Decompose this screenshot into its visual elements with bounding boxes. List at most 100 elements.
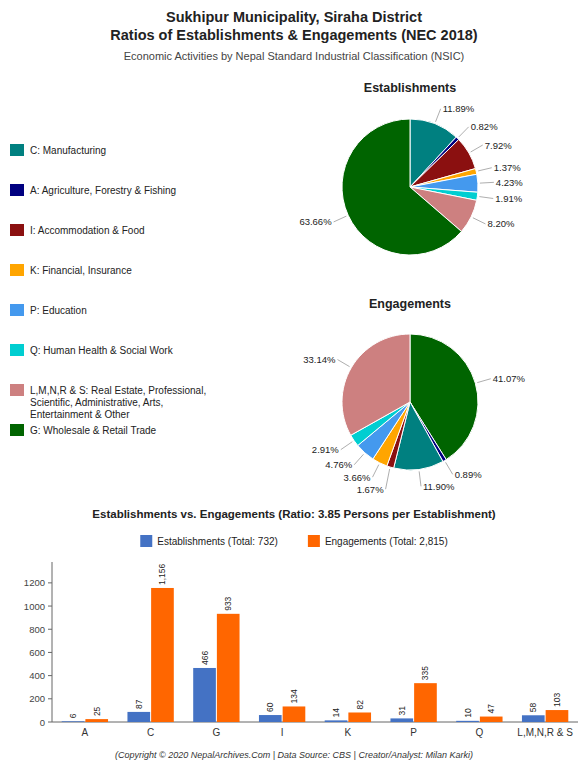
legend: C: ManufacturingA: Agriculture, Forestry… (10, 144, 206, 436)
bar (85, 719, 108, 722)
legend-swatch (10, 384, 24, 396)
legend-entry-line: Scientific, Administrative, Arts, (30, 397, 163, 408)
title: Sukhipur Municipality, Siraha District Ra… (110, 9, 478, 43)
bar-data-label: 31 (397, 706, 407, 716)
x-tick-label: L,M,N,R & S (517, 727, 573, 738)
y-tick-label: 0 (40, 717, 45, 728)
pie-title: Establishments (364, 81, 456, 95)
pie-wedge (342, 119, 461, 255)
legend-entry-line: L,M,N,R & S: Real Estate, Professional, (30, 385, 206, 396)
x-tick-label: A (82, 727, 89, 738)
pie-data-label: 7.92% (485, 140, 512, 151)
bar-data-label: 933 (223, 596, 233, 610)
bar (217, 614, 240, 722)
legend-entry: Engagements (Total: 2,815) (325, 536, 448, 547)
bar (259, 715, 282, 722)
bar-data-label: 87 (134, 699, 144, 709)
pie-leader (480, 182, 494, 184)
pie-leader (459, 127, 469, 137)
bar-data-label: 25 (92, 706, 102, 716)
bar-data-label: 58 (528, 703, 538, 713)
x-tick-label: P (410, 727, 417, 738)
x-tick-label: I (281, 727, 284, 738)
pie-data-label: 41.07% (493, 373, 526, 384)
legend-swatch (10, 424, 24, 436)
bar-data-label: 103 (552, 693, 562, 707)
pie-data-label: 4.76% (325, 459, 352, 470)
pie-leader (478, 168, 492, 171)
bar-data-label: 10 (463, 708, 473, 718)
bar (456, 721, 479, 722)
page: {"title": "Sukhipur Municipality, Siraha… (0, 0, 588, 768)
bar (193, 668, 216, 722)
bar-data-label: 134 (289, 689, 299, 703)
legend-entry: C: Manufacturing (30, 145, 106, 156)
pie-leader (419, 471, 421, 486)
pie-wedge (342, 334, 410, 435)
pie-data-label: 2.91% (312, 444, 339, 455)
title-line: Sukhipur Municipality, Siraha District (166, 9, 422, 25)
legend-swatch (10, 224, 24, 236)
y-tick-label: 800 (29, 624, 45, 635)
bar (325, 720, 348, 722)
pie-leader (338, 360, 350, 367)
bar (348, 712, 371, 722)
x-tick-label: Q (475, 727, 483, 738)
x-tick-label: C (147, 727, 154, 738)
pie-data-label: 3.66% (344, 472, 371, 483)
bar-data-labels: 6874666014311058251,1569331348233547103 (68, 563, 562, 718)
pie-labels: 11.89%0.82%7.92%1.37%4.23%1.91%8.20%63.6… (299, 103, 523, 229)
bar-data-label: 1,156 (157, 563, 167, 585)
legend: Establishments (Total: 732) Engagements (… (140, 535, 447, 547)
bars (62, 588, 569, 722)
pie-leader (373, 465, 379, 478)
y-tick (48, 629, 52, 630)
bar-data-label: 6 (68, 713, 78, 718)
pie-data-label: 1.67% (357, 484, 384, 495)
bar-data-label: 14 (331, 708, 341, 718)
bar-title: Establishments vs. Engagements (Ratio: 3… (92, 508, 495, 520)
legend-entry: K: Financial, Insurance (30, 265, 132, 276)
legend-swatch (10, 344, 24, 356)
pie-chart: Establishments11.89%0.82%7.92%1.37%4.23%… (299, 81, 523, 255)
pie-data-label: 8.20% (487, 218, 514, 229)
pie-leader (473, 218, 486, 224)
legend-swatch (10, 184, 24, 196)
pie-data-label: 11.89% (443, 103, 475, 114)
bar (151, 588, 174, 722)
pie-data-label: 1.91% (495, 193, 522, 204)
bar (480, 717, 503, 722)
pie-labels: 41.07%0.89%11.90%1.67%3.66%4.76%2.91%33.… (303, 354, 525, 495)
pie-title: Engagements (369, 297, 451, 311)
chart-canvas: Sukhipur Municipality, Siraha District Ra… (0, 0, 588, 768)
legend-entry: Q: Human Health & Social Work (30, 345, 174, 356)
y-tick-label: 1200 (24, 577, 45, 588)
x-tick-label: G (212, 727, 220, 738)
footer-note: (Copyright © 2020 NepalArchives.Com | Da… (115, 750, 473, 760)
y-tick-label: 1000 (24, 601, 45, 612)
bar-data-label: 47 (486, 704, 496, 714)
bar (390, 718, 413, 722)
y-tick (48, 698, 52, 699)
axes: 020040060080010001200ACGIKPQL,M,N,R & S (24, 562, 578, 738)
bar-data-label: 82 (355, 700, 365, 710)
legend-entry: Establishments (Total: 732) (157, 536, 278, 547)
y-tick-label: 600 (29, 647, 45, 658)
legend-swatch (10, 144, 24, 156)
pie-data-label: 0.89% (455, 469, 482, 480)
bar (283, 706, 306, 722)
title-line: Ratios of Establishments & Engagements (… (110, 27, 478, 43)
y-tick (48, 675, 52, 676)
pie-leader (354, 454, 363, 464)
pie-wedges (342, 119, 478, 255)
bar-data-label: 60 (265, 702, 275, 712)
pie-leader (334, 216, 347, 222)
bar-data-label: 335 (420, 666, 430, 680)
y-tick (48, 652, 52, 653)
pie-leader (386, 469, 390, 489)
y-tick (48, 722, 52, 723)
legend-swatch (308, 535, 320, 547)
bar (127, 712, 150, 722)
pie-data-label: 1.37% (494, 162, 521, 173)
bar-chart: Establishments vs. Engagements (Ratio: 3… (24, 508, 578, 760)
